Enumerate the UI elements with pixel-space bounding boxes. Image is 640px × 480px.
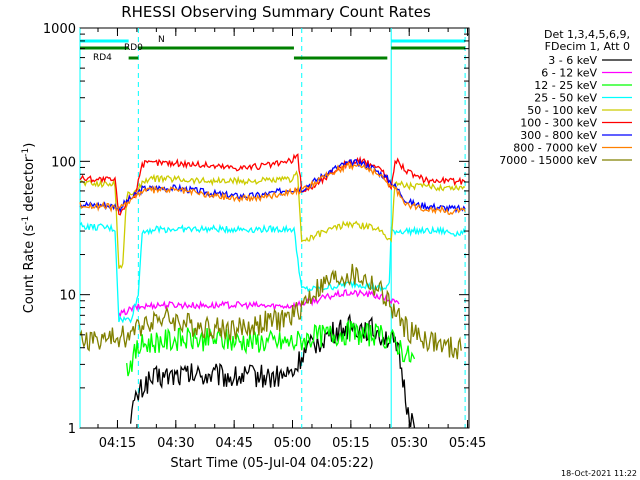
legend: Det 1,3,4,5,6,9, FDecim 1, Att 0 3 - 6 k…	[499, 28, 632, 167]
plot-area: N RD0 RD4	[79, 27, 470, 429]
y-axis: 1 10 100 1000	[43, 22, 469, 437]
y-tick-label: 10	[59, 289, 76, 304]
series-group	[79, 153, 466, 429]
x-tick-label: 05:45	[449, 436, 486, 451]
x-tick-label: 05:00	[274, 436, 311, 451]
x-tick-label: 04:30	[157, 436, 194, 451]
legend-label-7000-15000-kev: 7000 - 15000 keV	[499, 154, 597, 167]
footer-timestamp: 18-Oct-2021 11:22	[561, 469, 637, 478]
legend-label-300-800-kev: 300 - 800 keV	[520, 129, 597, 142]
attenuator-bars	[80, 39, 466, 60]
y-axis-label-part2: detector	[22, 156, 37, 216]
series-line-7000-15000-kev	[79, 263, 462, 360]
annotation-label-rd0: RD0	[124, 43, 143, 53]
legend-label-50-100-kev: 50 - 100 keV	[527, 104, 597, 117]
y-axis-label: Count Rate (s-1 detector-1)	[21, 143, 37, 314]
chart-title: RHESSI Observing Summary Count Rates	[121, 3, 431, 21]
annotation-label-rd4: RD4	[93, 53, 112, 63]
y-axis-label-sup1: -1	[21, 216, 31, 225]
legend-label-12-25-kev: 12 - 25 keV	[534, 79, 597, 92]
y-axis-label-sup2: -1	[21, 148, 31, 157]
x-axis: 04:15 04:30 04:45 05:00 05:15 05:30 05:45	[97, 28, 486, 451]
legend-label-25-50-kev: 25 - 50 keV	[534, 92, 597, 105]
y-tick-label: 1	[68, 422, 76, 437]
y-tick-label: 1000	[43, 22, 76, 37]
x-tick-label: 04:15	[99, 436, 136, 451]
x-axis-label: Start Time (05-Jul-04 04:05:22)	[170, 456, 373, 471]
series-line-50-100-kev	[79, 170, 466, 269]
legend-label-3-6-kev: 3 - 6 keV	[548, 54, 597, 67]
series-line-800-7000-kev	[79, 160, 466, 216]
legend-label-100-300-kev: 100 - 300 keV	[520, 117, 597, 130]
legend-label-800-7000-kev: 800 - 7000 keV	[513, 142, 597, 155]
series-line-300-800-kev	[79, 158, 466, 214]
y-tick-label: 100	[51, 155, 76, 170]
series-line-12-25-kev	[126, 319, 416, 377]
x-tick-label: 05:30	[390, 436, 427, 451]
x-tick-label: 04:45	[215, 436, 252, 451]
series-line-3-6-kev	[129, 313, 416, 429]
attenuator-labels: N RD0 RD4	[93, 35, 165, 63]
x-tick-label: 05:15	[332, 436, 369, 451]
series-line-6-12-kev	[118, 288, 400, 319]
legend-header-line1: Det 1,3,4,5,6,9,	[544, 28, 630, 41]
series-line-100-300-kev	[79, 153, 466, 216]
legend-header-line2: FDecim 1, Att 0	[545, 40, 630, 53]
legend-label-6-12-kev: 6 - 12 keV	[541, 67, 597, 80]
annotation-label-n: N	[158, 35, 165, 45]
series-line-25-50-kev	[79, 221, 466, 324]
y-axis-label-part3: )	[22, 143, 37, 148]
y-axis-label-part1: Count Rate (s	[22, 225, 37, 314]
